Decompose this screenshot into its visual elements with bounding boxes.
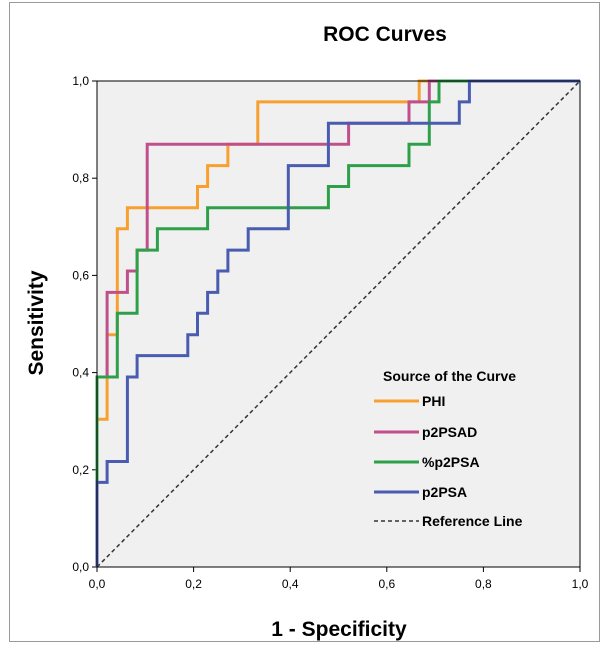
legend: Source of the Curve PHI p2PSAD %p2PSA p2PSA… bbox=[374, 368, 523, 529]
chart-title: ROC Curves bbox=[323, 23, 447, 46]
series-line-reference-line bbox=[96, 80, 581, 568]
x-tick-label: 0,0 bbox=[89, 577, 106, 591]
plot-border bbox=[96, 80, 581, 568]
legend-label: PHI bbox=[422, 393, 445, 409]
series-line-phi bbox=[95, 79, 580, 567]
x-tick-label: 0,2 bbox=[185, 577, 202, 591]
x-tick-label: 1,0 bbox=[572, 577, 589, 591]
series-line-p2psa bbox=[95, 79, 580, 567]
y-tick-label: 0,8 bbox=[72, 171, 89, 185]
y-axis-label: Sensitivity bbox=[25, 270, 48, 375]
y-tick-label: 0,4 bbox=[72, 366, 89, 380]
x-tick-label: 0,4 bbox=[282, 577, 299, 591]
x-tick-label: 0,6 bbox=[378, 577, 395, 591]
legend-title: Source of the Curve bbox=[383, 368, 516, 384]
y-tick-label: 0,6 bbox=[72, 268, 89, 282]
legend-label: Reference Line bbox=[422, 513, 523, 529]
series-line--p2psa bbox=[95, 79, 580, 567]
x-tick-label: 0,8 bbox=[475, 577, 492, 591]
legend-label: %p2PSA bbox=[422, 454, 480, 470]
legend-label: p2PSAD bbox=[422, 424, 477, 440]
legend-label: p2PSA bbox=[422, 484, 467, 500]
x-axis-label: 1 - Specificity bbox=[271, 618, 407, 641]
y-tick-label: 0,0 bbox=[72, 560, 89, 574]
y-tick-label: 1,0 bbox=[72, 74, 89, 88]
y-tick-label: 0,2 bbox=[72, 463, 89, 477]
